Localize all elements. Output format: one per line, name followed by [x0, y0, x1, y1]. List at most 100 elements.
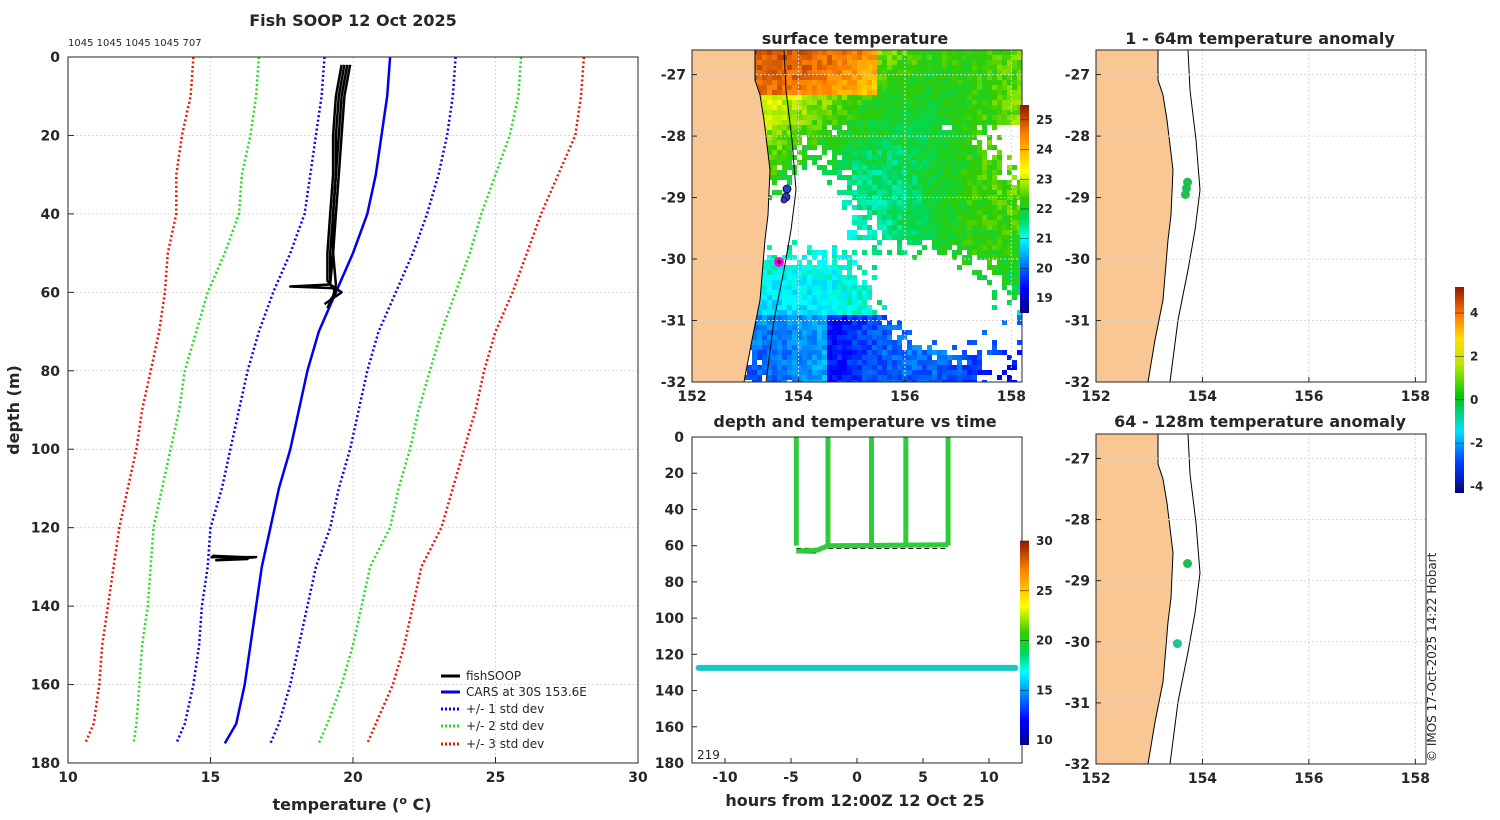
sst-pixel [932, 160, 937, 165]
sst-pixel [897, 80, 902, 85]
sst-pixel [847, 355, 852, 360]
sst-pixel [807, 85, 812, 90]
sst-pixel [1017, 90, 1022, 95]
sst-pixel [977, 240, 982, 245]
sst-pixel [977, 370, 982, 375]
sst-pixel [942, 160, 947, 165]
sst-pixel [967, 225, 972, 230]
sst-pixel [912, 100, 917, 105]
sst-pixel [872, 125, 877, 130]
sst-pixel [837, 335, 842, 340]
sst-pixel [842, 335, 847, 340]
sst-pixel [807, 340, 812, 345]
sst-pixel [997, 85, 1002, 90]
sst-pixel [992, 270, 997, 275]
sst-pixel [787, 140, 792, 145]
sst-pixel [772, 310, 777, 315]
sst-pixel [777, 110, 782, 115]
sst-pixel [932, 125, 937, 130]
sst-pixel [952, 235, 957, 240]
sst-pixel [862, 335, 867, 340]
sst-pixel [962, 365, 967, 370]
sst-pixel [837, 340, 842, 345]
sst-pixel [857, 50, 862, 55]
sst-pixel [992, 265, 997, 270]
sst-pixel [1002, 75, 1007, 80]
sst-pixel [882, 55, 887, 60]
sst-pixel [802, 80, 807, 85]
sst-pixel [827, 360, 832, 365]
sst-pixel [1007, 180, 1012, 185]
sst-pixel [857, 150, 862, 155]
sst-pixel [1007, 65, 1012, 70]
sst-pixel [862, 185, 867, 190]
sst-pixel [1012, 205, 1017, 210]
sst-pixel [1012, 235, 1017, 240]
sst-pixel [787, 65, 792, 70]
sst-pixel [907, 235, 912, 240]
sst-pixel [812, 85, 817, 90]
sst-pixel [852, 105, 857, 110]
sst-pixel [872, 345, 877, 350]
sst-pixel [757, 380, 762, 382]
sst-pixel [872, 160, 877, 165]
sst-pixel [977, 215, 982, 220]
sst-pixel [907, 230, 912, 235]
sst-pixel [797, 300, 802, 305]
sst-pixel [932, 340, 937, 345]
sst-pixel [772, 350, 777, 355]
sst-pixel [952, 230, 957, 235]
sst-pixel [972, 110, 977, 115]
sst-pixel [942, 130, 947, 135]
sst-pixel [942, 180, 947, 185]
sst-pixel [922, 105, 927, 110]
sst-pixel [887, 230, 892, 235]
sst-pixel [807, 345, 812, 350]
profile-fishsoop-line [289, 64, 346, 290]
sst-pixel [892, 235, 897, 240]
sst-pixel [787, 165, 792, 170]
sst-pixel [992, 80, 997, 85]
sst-pixel [932, 85, 937, 90]
sst-pixel [822, 280, 827, 285]
sst-pixel [842, 375, 847, 380]
sst-pixel [842, 140, 847, 145]
sst-pixel [767, 285, 772, 290]
sst-pixel [1017, 240, 1022, 245]
sst-pixel [977, 130, 982, 135]
sst-pixel [897, 130, 902, 135]
sst-pixel [772, 65, 777, 70]
sst-pixel [842, 135, 847, 140]
sst-pixel [767, 335, 772, 340]
sst-pixel [832, 125, 837, 130]
sst-pixel [972, 90, 977, 95]
sst-pixel [832, 115, 837, 120]
sst-pixel [777, 50, 782, 55]
sst-pixel [932, 370, 937, 375]
sst-pixel [772, 150, 777, 155]
sst-pixel [877, 85, 882, 90]
sst-pixel [837, 275, 842, 280]
sst-pixel [867, 330, 872, 335]
sst-pixel [1012, 240, 1017, 245]
sst-pixel [997, 375, 1002, 380]
anom2-ytick-label: -29 [1065, 574, 1090, 590]
sst-pixel [852, 320, 857, 325]
sst-pixel [987, 100, 992, 105]
sst-pixel [817, 260, 822, 265]
sst-pixel [842, 155, 847, 160]
sst-pixel [767, 155, 772, 160]
sst-pixel [877, 300, 882, 305]
sst-pixel [757, 55, 762, 60]
sst-pixel [842, 320, 847, 325]
sst-pixel [962, 145, 967, 150]
sst-pixel [767, 130, 772, 135]
sst-pixel [847, 300, 852, 305]
sst-pixel [857, 305, 862, 310]
sst-pixel [947, 75, 952, 80]
sst-pixel [902, 215, 907, 220]
sst-pixel [907, 70, 912, 75]
sst-pixel [817, 80, 822, 85]
sst-pixel [967, 170, 972, 175]
sst-pixel [1017, 225, 1022, 230]
